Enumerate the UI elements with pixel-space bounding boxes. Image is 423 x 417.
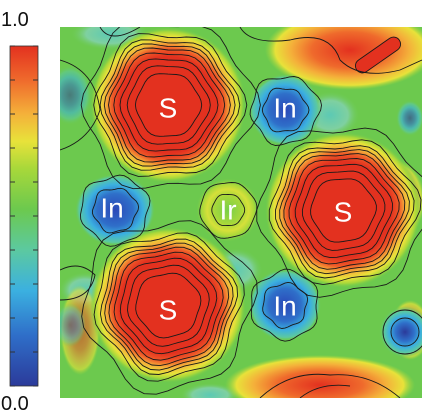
low-density-region — [396, 100, 422, 136]
contour-line — [390, 317, 420, 347]
atom-label: S — [159, 93, 178, 124]
atom-label: In — [100, 193, 123, 224]
s-atom-density — [90, 27, 246, 183]
contour-lines — [80, 27, 422, 395]
contour-line — [262, 281, 309, 329]
atom-label: In — [273, 93, 296, 124]
contour-line — [60, 265, 96, 301]
contour-line — [80, 174, 151, 247]
contour-line — [134, 73, 203, 137]
in-atom-density — [75, 174, 155, 246]
in-atom-density — [249, 269, 321, 341]
contour-line — [108, 246, 230, 367]
contour-line — [211, 193, 246, 227]
charge-density-map: S S S In In In Ir — [60, 27, 422, 398]
in-atom-density — [249, 74, 321, 146]
contour-line — [294, 163, 393, 259]
contour-line — [382, 309, 422, 355]
edge-contours — [60, 27, 422, 398]
cyan-region — [180, 383, 240, 398]
contour-line — [93, 33, 248, 177]
contour-line — [91, 187, 140, 234]
contour-line — [80, 27, 261, 190]
contour-line — [103, 43, 236, 167]
atom-labels: S S S In In In Ir — [100, 93, 352, 326]
colorbar-ticks — [10, 45, 38, 387]
contour-line — [310, 178, 377, 243]
atom-label: S — [159, 295, 178, 326]
contour-line — [81, 220, 258, 395]
contour-line — [113, 251, 224, 361]
atom-label: S — [334, 197, 353, 228]
contour-line — [301, 170, 386, 251]
contour-line — [119, 257, 218, 355]
low-density-region — [60, 65, 92, 125]
contour-line — [108, 47, 231, 163]
contour-line — [135, 272, 202, 339]
contour-line — [250, 268, 319, 342]
colorbar-max-label: 1.0 — [1, 9, 29, 31]
contour-line — [299, 384, 351, 398]
colorbar — [9, 45, 39, 387]
contour-line — [261, 87, 310, 133]
contour-line — [239, 27, 422, 74]
colorbar-min-label: 0.0 — [1, 393, 29, 415]
atom-label: Ir — [219, 195, 236, 226]
contour-line — [268, 139, 422, 286]
contour-line — [104, 242, 234, 371]
contour-line — [93, 232, 245, 382]
contour-line — [259, 373, 401, 398]
contour-line — [99, 238, 239, 375]
contour-line — [119, 58, 219, 152]
contour-line — [275, 145, 415, 279]
low-density-region — [60, 303, 86, 347]
high-density-region — [225, 355, 415, 398]
contour-line — [99, 39, 241, 171]
ir-atom-density — [196, 178, 260, 242]
atom-label: In — [273, 291, 296, 322]
contour-line — [283, 153, 406, 270]
s-atom-density — [90, 227, 246, 383]
contour-line — [288, 158, 400, 265]
contour-line — [249, 76, 322, 146]
contour-line — [126, 65, 211, 145]
s-atom-density — [265, 132, 421, 288]
contour-line — [199, 182, 258, 239]
contour-line — [99, 27, 141, 37]
contour-line — [354, 36, 402, 74]
contour-line — [113, 52, 226, 158]
contour-line — [127, 264, 210, 347]
contour-line — [60, 59, 101, 151]
contour-line — [279, 149, 410, 275]
